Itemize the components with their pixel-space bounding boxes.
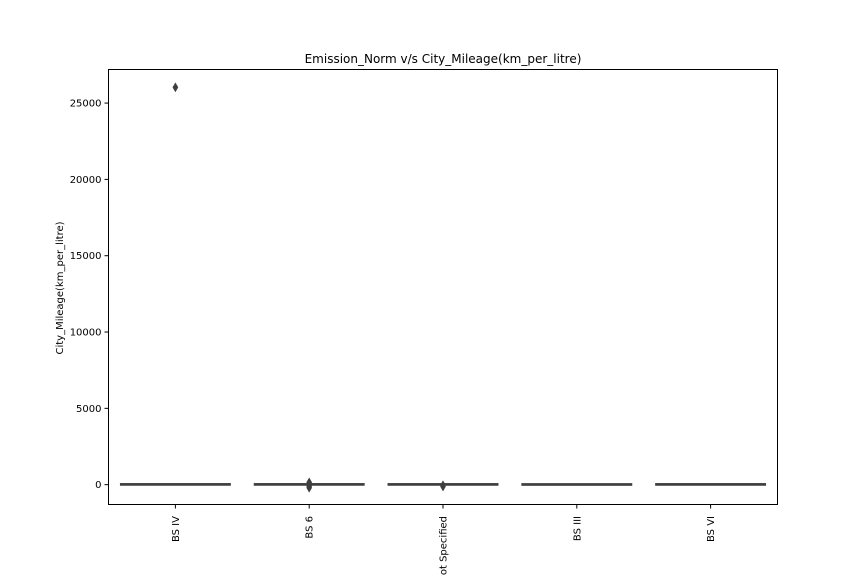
x-tick-label: BS IV xyxy=(171,516,182,542)
outlier-marker xyxy=(172,82,179,93)
x-tick-label: Not Specified xyxy=(439,516,450,576)
box-bs-vi xyxy=(655,483,767,486)
box-bs-iii xyxy=(521,483,633,486)
x-tick-label: BS VI xyxy=(706,516,717,542)
y-tick-label: 10000 xyxy=(70,328,102,339)
y-tick-label: 15000 xyxy=(70,251,102,262)
outlier-marker xyxy=(306,477,313,488)
x-tick-label: BS III xyxy=(572,516,583,541)
plot-area xyxy=(119,82,767,493)
y-tick-label: 25000 xyxy=(70,99,102,110)
plot-frame xyxy=(108,69,778,505)
y-tick-label: 20000 xyxy=(70,175,102,186)
box-not-specified xyxy=(387,480,499,492)
box-bs-6 xyxy=(253,477,365,493)
x-tick-label: BS 6 xyxy=(305,516,316,539)
box-bs-iv xyxy=(119,82,231,486)
y-axis-label: City_Mileage(km_per_litre) xyxy=(55,221,66,354)
y-tick-label: 5000 xyxy=(76,404,101,415)
chart-title: Emission_Norm v/s City_Mileage(km_per_li… xyxy=(305,52,582,66)
outlier-marker xyxy=(440,480,446,491)
y-tick-label: 0 xyxy=(95,480,101,491)
